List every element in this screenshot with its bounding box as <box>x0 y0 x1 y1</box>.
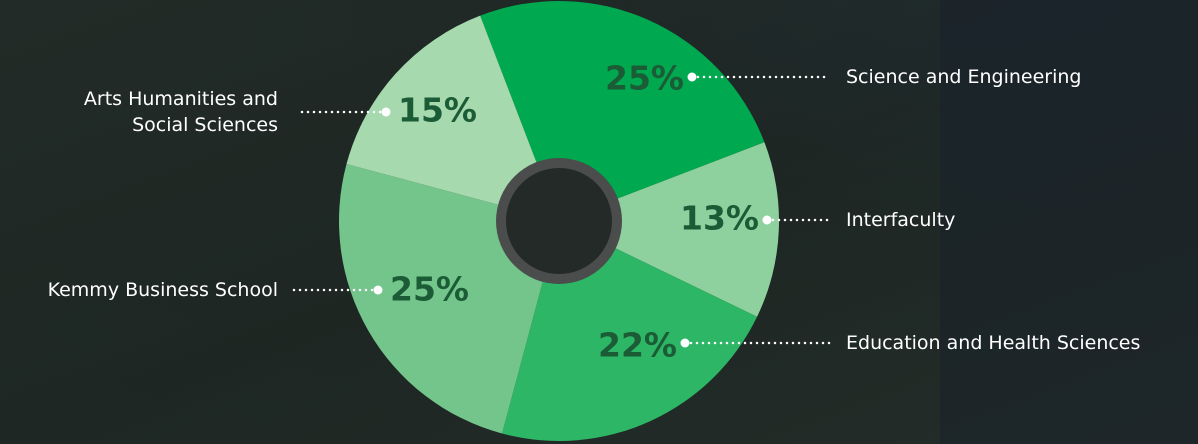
leader-dot <box>381 107 391 117</box>
leader-dot <box>762 215 772 225</box>
category-label: Kemmy Business School <box>47 279 278 301</box>
leader-dot <box>373 285 383 295</box>
background-shade <box>940 0 1198 444</box>
pie-slice <box>346 15 559 222</box>
value-label: 22% <box>598 326 677 365</box>
value-label: 25% <box>605 59 684 98</box>
value-label: 25% <box>390 270 469 309</box>
donut-hole <box>506 168 612 274</box>
category-label: Arts Humanities and Social Sciences <box>83 88 278 136</box>
value-label: 13% <box>680 199 759 238</box>
leader-dot <box>680 338 690 348</box>
value-label: 15% <box>398 91 477 130</box>
category-label: Interfaculty <box>846 209 956 231</box>
category-label: Science and Engineering <box>846 66 1082 88</box>
leader-dot <box>687 72 697 82</box>
pie-slice <box>559 142 779 317</box>
category-label: Education and Health Sciences <box>846 332 1141 354</box>
